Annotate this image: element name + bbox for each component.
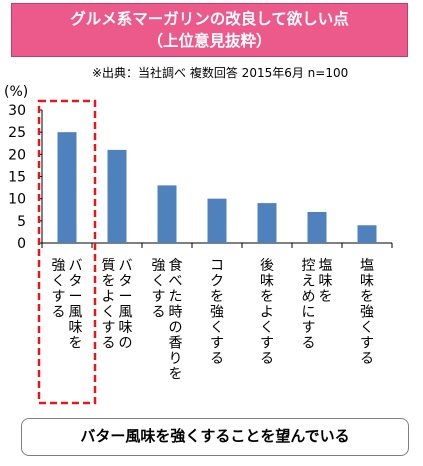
chart-title-line1: グルメ系マーガリンの改良して欲しい点: [70, 10, 349, 28]
x-tick-label-char: す: [260, 335, 274, 351]
x-tick-label-char: を: [260, 289, 274, 305]
x-tick-label-char: 塩: [360, 258, 374, 274]
x-tick-label-char: る: [260, 351, 274, 367]
y-tick-label: 15: [8, 170, 26, 186]
x-tick-label-char: 香: [169, 335, 183, 351]
x-tick-label-char: バ: [69, 258, 83, 274]
y-tick-label: 10: [8, 192, 26, 208]
x-tick-label-char: よ: [260, 304, 274, 320]
x-tick-label-char: く: [210, 320, 224, 336]
x-tick-label-char: を: [169, 366, 183, 382]
chart-title-line2: （上位意見抜粋）: [147, 32, 272, 50]
x-tick-label-char: す: [52, 289, 66, 305]
x-tick-label-char: 強: [210, 304, 224, 320]
y-tick-label: 5: [17, 214, 26, 230]
x-tick-label-char: 控: [302, 258, 316, 274]
x-tick-label-char: 後: [260, 258, 274, 274]
x-tick-label-char: を: [69, 335, 83, 351]
x-tick-label-char: ー: [119, 289, 133, 305]
x-tick-label-char: 味: [69, 320, 83, 336]
x-tick-label-char: 風: [69, 304, 83, 320]
x-tick-label-char: 塩: [319, 258, 333, 274]
x-tick-label-char: た: [169, 289, 183, 305]
x-tick-label-char: 味: [260, 273, 274, 289]
x-tick-label-char: 時: [169, 304, 183, 320]
bar-7: [357, 225, 377, 243]
x-tick-label-char: す: [210, 335, 224, 351]
x-tick-label-char: 味: [319, 273, 333, 289]
x-tick-label-char: よ: [102, 289, 116, 305]
x-tick-label-char: ク: [210, 273, 224, 289]
bar-4: [207, 198, 227, 243]
x-tick-label-char: る: [152, 304, 166, 320]
y-axis-label: (%): [4, 84, 28, 100]
x-tick-label-char: バ: [119, 258, 133, 274]
x-tick-label-char: く: [260, 320, 274, 336]
x-tick-label-char: 風: [119, 304, 133, 320]
chart-title-banner: グルメ系マーガリンの改良して欲しい点 （上位意見抜粋）: [11, 3, 408, 57]
x-tick-label-char: を: [210, 289, 224, 305]
y-tick-label: 30: [8, 103, 26, 119]
x-tick-label-char: を: [319, 289, 333, 305]
bar-1: [57, 132, 77, 243]
x-tick-label-char: す: [102, 320, 116, 336]
x-tick-label-char: 強: [360, 304, 374, 320]
x-tick-label-char: 味: [119, 320, 133, 336]
x-tick-label-char: 質: [102, 258, 116, 274]
y-tick-label: 20: [8, 147, 26, 163]
x-tick-label-char: る: [52, 304, 66, 320]
conclusion-box: バター風味を強くすることを望んでいる: [21, 418, 409, 456]
x-tick-label-char: す: [360, 335, 374, 351]
bar-2: [107, 149, 127, 243]
highlight-frame: [37, 99, 97, 405]
bar-6: [307, 211, 327, 243]
x-tick-label-char: ー: [69, 289, 83, 305]
x-tick-label-char: す: [302, 320, 316, 336]
x-tick-label-char: 強: [152, 258, 166, 274]
source-note: ※出典：当社調べ 複数回答 2015年6月 n=100: [92, 66, 349, 80]
x-tick-label-char: る: [210, 351, 224, 367]
x-tick-label-char: え: [302, 273, 316, 289]
y-tick-label: 0: [17, 236, 26, 252]
x-tick-label-char: く: [152, 273, 166, 289]
x-tick-label-char: タ: [69, 273, 83, 289]
bar-5: [257, 203, 277, 243]
y-tick-label: 25: [8, 125, 26, 141]
x-tick-label-char: く: [102, 304, 116, 320]
x-tick-label-char: タ: [119, 273, 133, 289]
x-tick-label-char: を: [360, 289, 374, 305]
x-tick-label-char: コ: [210, 258, 224, 274]
x-tick-label-char: の: [169, 320, 183, 336]
x-tick-label-char: る: [102, 335, 116, 351]
x-tick-label-char: め: [302, 289, 316, 305]
x-tick-label-char: く: [52, 273, 66, 289]
x-tick-label-char: る: [360, 351, 374, 367]
bar-3: [157, 185, 177, 243]
x-tick-label-char: る: [302, 335, 316, 351]
x-tick-label-char: 食: [169, 257, 183, 274]
x-tick-label-char: の: [119, 335, 133, 351]
x-tick-label-char: べ: [169, 273, 183, 289]
bar-chart: (%)051015202530バター風味を強くするバター風味の質をよくする食べた…: [4, 84, 393, 405]
x-tick-label-char: り: [169, 351, 183, 367]
x-tick-label-char: 強: [52, 258, 66, 274]
x-tick-label-char: に: [302, 304, 316, 320]
x-tick-label-char: 味: [360, 273, 374, 289]
x-tick-label-char: す: [152, 289, 166, 305]
x-tick-label-char: く: [360, 320, 374, 336]
x-tick-label-char: を: [102, 273, 116, 289]
